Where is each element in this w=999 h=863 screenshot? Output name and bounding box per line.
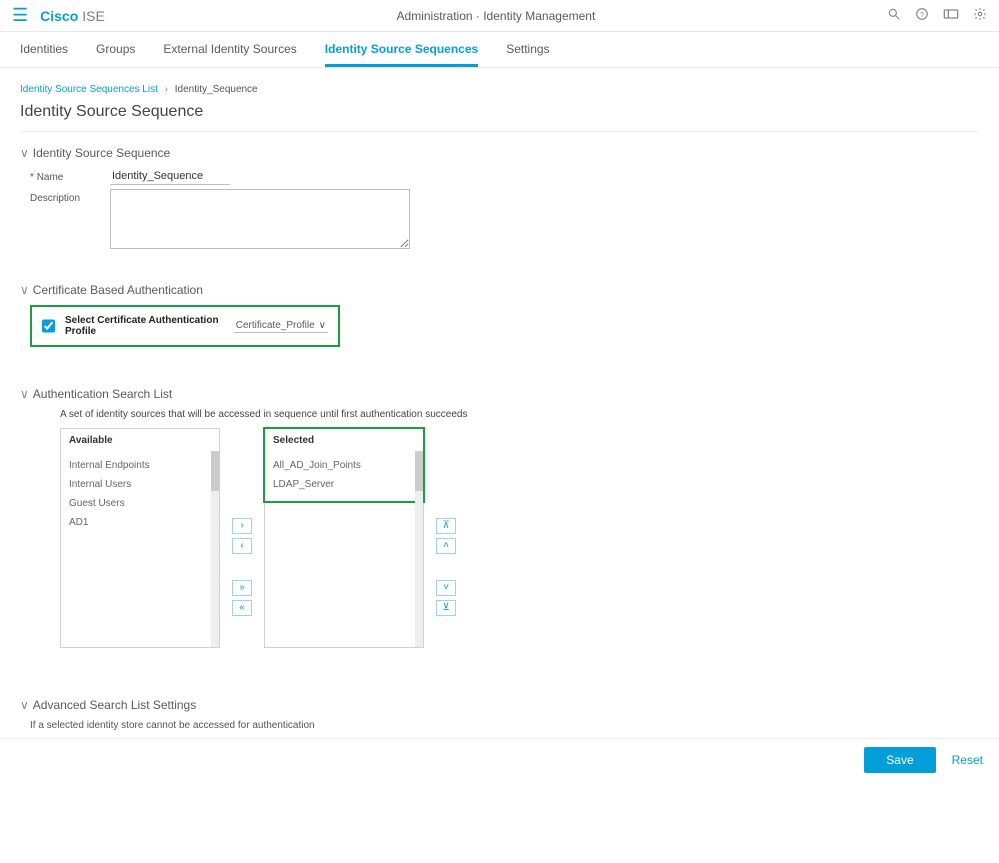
cert-profile-label: Select Certificate Authentication Profil… [65,315,224,337]
selected-listbox[interactable]: Selected All_AD_Join_Points LDAP_Server [264,428,424,648]
breadcrumb-current: Identity_Sequence [175,84,258,95]
svg-text:?: ? [920,12,924,19]
breadcrumb-parent[interactable]: Identity Source Sequences List [20,84,158,95]
description-label: Description [30,193,80,204]
section-heading: Advanced Search List Settings [33,698,196,712]
move-down-button[interactable]: ˅ [436,580,456,596]
auth-search-note: A set of identity sources that will be a… [60,409,979,420]
gear-icon[interactable] [973,7,987,24]
section-identity-source-sequence: ∨ Identity Source Sequence [20,146,979,160]
cert-profile-checkbox[interactable] [42,319,55,333]
tab-groups[interactable]: Groups [96,32,135,67]
name-input[interactable] [110,168,230,185]
section-advanced: ∨ Advanced Search List Settings [20,698,979,712]
reset-button[interactable]: Reset [952,753,983,767]
description-input[interactable] [110,189,410,249]
move-right-button[interactable]: › [232,518,252,534]
page-title: Identity Source Sequence [20,99,979,132]
scrollbar[interactable] [415,451,423,647]
brand: CiscoISE [40,8,105,24]
tools-icon[interactable] [943,7,959,24]
breadcrumb: Identity Source Sequences List › Identit… [20,84,979,95]
help-icon[interactable]: ? [915,7,929,24]
header-breadcrumb: Administration · Identity Management [105,9,887,23]
move-left-button[interactable]: ‹ [232,538,252,554]
chevron-down-icon[interactable]: ∨ [20,283,29,297]
chevron-down-icon[interactable]: ∨ [20,387,29,401]
cert-auth-highlight: Select Certificate Authentication Profil… [30,305,340,347]
list-item[interactable]: Internal Endpoints [69,456,211,475]
tab-identities[interactable]: Identities [20,32,68,67]
available-listbox[interactable]: Available Internal Endpoints Internal Us… [60,428,220,648]
list-item[interactable]: Guest Users [69,494,211,513]
chevron-down-icon: ∨ [319,320,326,331]
section-heading: Certificate Based Authentication [33,283,203,297]
move-all-right-button[interactable]: » [232,580,252,596]
list-item[interactable]: Internal Users [69,475,211,494]
list-item[interactable]: LDAP_Server [273,475,415,494]
section-heading: Authentication Search List [33,387,172,401]
move-up-button[interactable]: ˄ [436,538,456,554]
tab-settings[interactable]: Settings [506,32,549,67]
move-top-button[interactable]: ⊼ [436,518,456,534]
tab-external-identity-sources[interactable]: External Identity Sources [163,32,296,67]
scrollbar[interactable] [211,451,219,647]
available-label: Available [61,429,219,452]
move-all-left-button[interactable]: « [232,600,252,616]
tab-identity-source-sequences[interactable]: Identity Source Sequences [325,32,478,67]
footer: Save Reset [0,738,999,781]
advanced-subtitle: If a selected identity store cannot be a… [30,720,979,731]
save-button[interactable]: Save [864,747,935,773]
list-item[interactable]: All_AD_Join_Points [273,456,415,475]
tabs-bar: Identities Groups External Identity Sour… [0,32,999,68]
chevron-right-icon: › [165,84,168,95]
menu-icon[interactable]: ☰ [12,5,28,26]
chevron-down-icon[interactable]: ∨ [20,146,29,160]
section-heading: Identity Source Sequence [33,146,170,160]
brand-cisco: Cisco [40,8,78,24]
section-cert-auth: ∨ Certificate Based Authentication [20,283,979,297]
list-item[interactable]: AD1 [69,513,211,532]
section-auth-search-list: ∨ Authentication Search List [20,387,979,401]
name-label: Name [37,172,64,183]
cert-profile-value: Certificate_Profile [236,320,315,331]
chevron-down-icon[interactable]: ∨ [20,698,29,712]
move-bottom-button[interactable]: ⊻ [436,600,456,616]
search-icon[interactable] [887,7,901,24]
brand-ise: ISE [82,8,105,24]
selected-label: Selected [265,429,423,452]
cert-profile-select[interactable]: Certificate_Profile ∨ [234,319,328,333]
